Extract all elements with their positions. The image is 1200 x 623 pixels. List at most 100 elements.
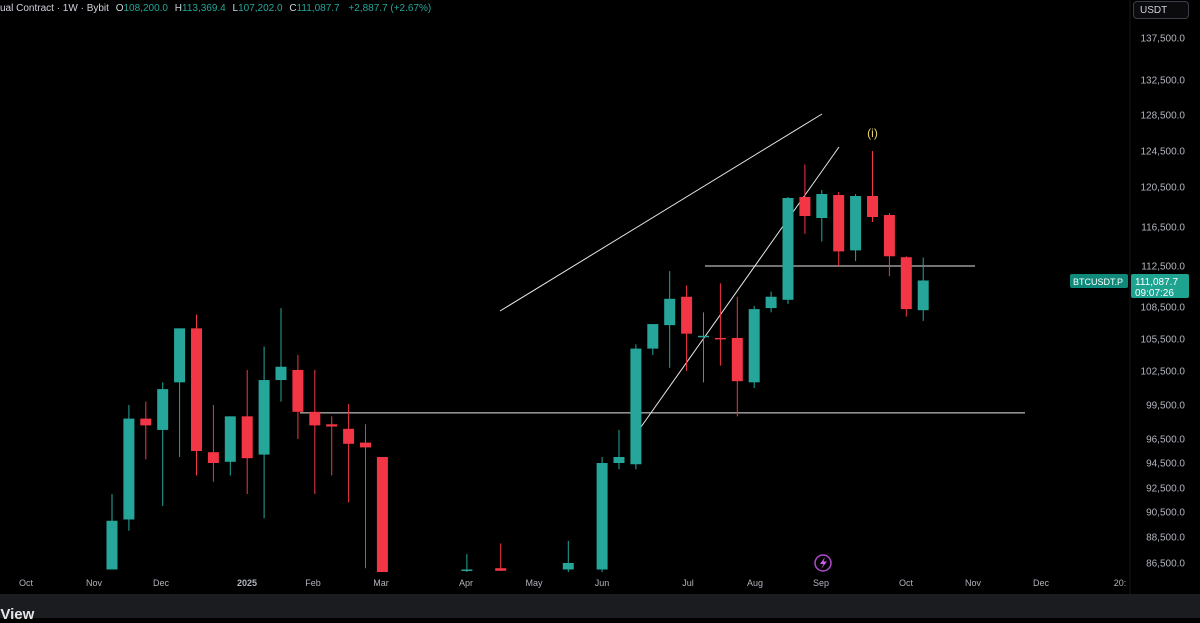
candle bbox=[224, 416, 236, 476]
candle-body bbox=[292, 369, 304, 412]
time-axis: Oct Nov Dec 2025 Feb Mar Apr May Jun Jul Aug Sep Oct… bbox=[19, 578, 1126, 588]
price-tag: BTCUSDT.P 111,087.7 09:07:26 bbox=[1070, 274, 1189, 299]
time-tick-label: Jul bbox=[682, 578, 694, 588]
candle-body bbox=[816, 194, 828, 218]
price-tick-label: 105,500.0 bbox=[1141, 335, 1186, 346]
candle bbox=[613, 429, 625, 470]
candle bbox=[191, 314, 202, 476]
high-value: 113,369.4 bbox=[182, 3, 226, 14]
candle-body bbox=[883, 215, 895, 257]
candle bbox=[917, 257, 929, 321]
candle-body bbox=[360, 442, 371, 448]
candle-body bbox=[343, 428, 355, 444]
drawing-layer bbox=[300, 113, 1025, 435]
candle bbox=[241, 369, 253, 494]
candle-body bbox=[596, 463, 608, 570]
price-tick-label: 128,500.0 bbox=[1141, 111, 1186, 122]
time-tick-label: Mar bbox=[373, 578, 389, 588]
last-price-tag-bg bbox=[1131, 274, 1189, 298]
symbol-tag-text: BTCUSDT.P bbox=[1073, 277, 1123, 287]
candle-body bbox=[140, 418, 152, 426]
time-tick-label: Oct bbox=[19, 578, 34, 588]
candle bbox=[140, 401, 152, 460]
candle-body bbox=[664, 298, 676, 326]
candle-body bbox=[917, 280, 929, 311]
candle bbox=[326, 416, 338, 476]
candle bbox=[816, 190, 828, 242]
candle bbox=[207, 405, 219, 482]
currency-unit-button[interactable]: USDT bbox=[1133, 1, 1189, 19]
candle-body bbox=[681, 296, 693, 334]
candle-body bbox=[106, 520, 118, 570]
symbol-tag-bg bbox=[1070, 274, 1128, 288]
candle-body bbox=[376, 457, 388, 572]
candle-body bbox=[613, 457, 625, 463]
candle-body bbox=[174, 328, 186, 383]
lightning-icon[interactable] bbox=[814, 554, 832, 572]
price-tick-label: 99,500.0 bbox=[1146, 401, 1185, 412]
time-tick-label: Jun bbox=[595, 578, 610, 588]
candle-body bbox=[765, 296, 777, 309]
high-label: H bbox=[174, 3, 182, 14]
candle-body bbox=[850, 196, 862, 251]
price-tick-label: 96,500.0 bbox=[1146, 435, 1185, 446]
candle-body bbox=[461, 569, 473, 571]
low-value: 107,202.0 bbox=[238, 3, 283, 14]
candle bbox=[647, 324, 659, 355]
candle bbox=[174, 328, 186, 457]
change-value: +2,887.7 (+2.67%) bbox=[348, 3, 432, 14]
candle bbox=[562, 540, 574, 572]
brand-text: eView bbox=[0, 606, 35, 623]
candle bbox=[681, 285, 693, 371]
candle-body bbox=[782, 198, 794, 300]
price-tick-label: 112,500.0 bbox=[1141, 262, 1185, 273]
candle bbox=[698, 312, 709, 383]
candle bbox=[360, 424, 371, 569]
candle bbox=[106, 494, 118, 570]
price-tick-label: 102,500.0 bbox=[1141, 367, 1186, 378]
symbol-text: ual Contract · 1W · Bybit bbox=[0, 3, 109, 14]
time-tick-label: May bbox=[525, 578, 543, 588]
time-tick-label: 20: bbox=[1114, 578, 1127, 588]
candle bbox=[376, 457, 388, 572]
candle bbox=[495, 543, 507, 571]
candle bbox=[867, 151, 878, 222]
candle-body bbox=[241, 416, 253, 459]
candle-body bbox=[258, 380, 270, 455]
candle bbox=[309, 369, 321, 494]
candle-body bbox=[731, 337, 743, 382]
close-label: C bbox=[289, 3, 297, 14]
candle-body bbox=[900, 257, 912, 310]
candle-body bbox=[309, 411, 321, 426]
candle bbox=[765, 291, 777, 313]
candle-body bbox=[191, 328, 202, 451]
candle bbox=[275, 308, 287, 402]
candles-layer bbox=[106, 151, 929, 572]
candle bbox=[157, 382, 169, 506]
candle-body bbox=[495, 568, 507, 571]
candle bbox=[123, 405, 135, 531]
time-tick-label: Dec bbox=[153, 578, 170, 588]
price-tick-label: 137,500.0 bbox=[1141, 34, 1186, 45]
price-tick-label: 92,500.0 bbox=[1146, 484, 1185, 495]
price-tick-label: 132,500.0 bbox=[1141, 76, 1186, 87]
price-chart[interactable]: 137,500.0 132,500.0 128,500.0 124,500.0 120,… bbox=[0, 0, 1200, 594]
time-tick-label: Feb bbox=[305, 578, 321, 588]
candle-body bbox=[562, 563, 574, 570]
candle bbox=[461, 553, 473, 572]
close-value: 111,087.7 bbox=[296, 3, 340, 14]
candle bbox=[630, 344, 642, 470]
candle bbox=[596, 457, 608, 572]
last-price-text: 111,087.7 bbox=[1135, 277, 1178, 288]
countdown-text: 09:07:26 bbox=[1135, 288, 1174, 299]
candle bbox=[900, 256, 912, 317]
candle bbox=[782, 197, 794, 304]
candle-body bbox=[275, 366, 287, 381]
time-tick-label: Nov bbox=[965, 578, 982, 588]
time-tick-label: Aug bbox=[747, 578, 763, 588]
price-axis: 137,500.0 132,500.0 128,500.0 124,500.0 120,… bbox=[1141, 34, 1186, 570]
candle-body bbox=[630, 348, 642, 465]
candle-body bbox=[714, 337, 726, 340]
candle-body bbox=[123, 418, 135, 520]
